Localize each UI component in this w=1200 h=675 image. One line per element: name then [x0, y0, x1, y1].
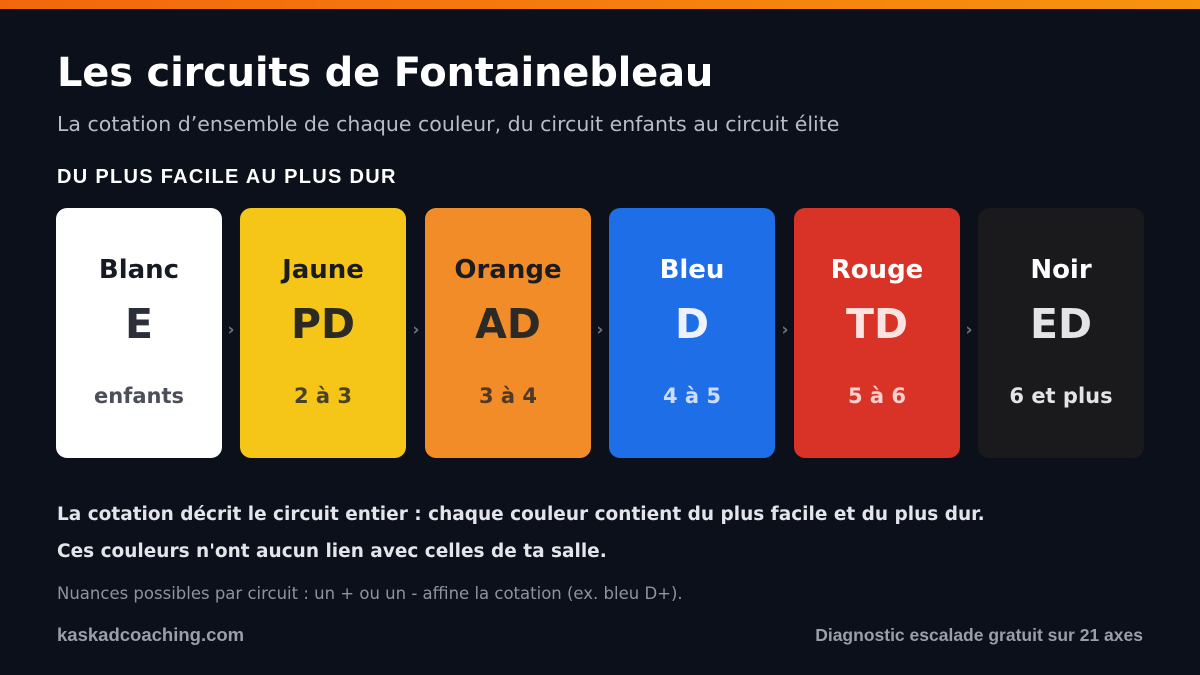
- circuit-level: 6 et plus: [1009, 384, 1113, 408]
- explanation: La cotation décrit le circuit entier : c…: [57, 496, 985, 570]
- circuit-grade: AD: [475, 300, 541, 348]
- chevron-right-icon: ›: [596, 320, 604, 340]
- circuit-name: Noir: [1030, 255, 1092, 285]
- circuit-grade: TD: [845, 300, 908, 348]
- circuit-name: Bleu: [659, 255, 725, 285]
- site-link[interactable]: kaskadcoaching.com: [57, 624, 245, 645]
- section-label: DU PLUS FACILE AU PLUS DUR: [57, 166, 397, 188]
- circuit-name: Jaune: [282, 255, 364, 285]
- circuit-card-jaune: Jaune PD 2 à 3: [240, 208, 406, 458]
- explanation-line-1: La cotation décrit le circuit entier : c…: [57, 504, 985, 525]
- circuit-card-rouge: Rouge TD 5 à 6: [794, 208, 960, 458]
- chevron-right-icon: ›: [412, 320, 420, 340]
- circuit-grade: D: [674, 300, 710, 348]
- circuit-name: Orange: [454, 255, 562, 285]
- circuit-name: Blanc: [98, 255, 180, 285]
- circuit-grade: ED: [1029, 300, 1093, 348]
- accent-bar: [0, 0, 1200, 9]
- circuit-grade: PD: [290, 300, 356, 348]
- circuit-level: enfants: [94, 384, 184, 408]
- chevron-right-icon: ›: [781, 320, 789, 340]
- circuit-name: Rouge: [830, 255, 924, 285]
- circuit-card-bleu: Bleu D 4 à 5: [609, 208, 775, 458]
- page-title: Les circuits de Fontainebleau: [57, 50, 714, 96]
- nuance-note: Nuances possibles par circuit : un + ou …: [57, 584, 683, 603]
- circuit-level: 5 à 6: [847, 384, 907, 408]
- chevron-right-icon: ›: [965, 320, 973, 340]
- circuit-level: 3 à 4: [478, 384, 538, 408]
- explanation-line-2: Ces couleurs n'ont aucun lien avec celle…: [57, 541, 607, 562]
- circuit-level: 2 à 3: [293, 384, 353, 408]
- circuit-grade: E: [124, 300, 153, 348]
- circuit-level: 4 à 5: [662, 384, 722, 408]
- circuit-card-noir: Noir ED 6 et plus: [978, 208, 1144, 458]
- page-subtitle: La cotation d’ensemble de chaque couleur…: [57, 112, 840, 136]
- chevron-right-icon: ›: [227, 320, 235, 340]
- circuit-card-orange: Orange AD 3 à 4: [425, 208, 591, 458]
- cta-text: Diagnostic escalade gratuit sur 21 axes: [815, 625, 1143, 645]
